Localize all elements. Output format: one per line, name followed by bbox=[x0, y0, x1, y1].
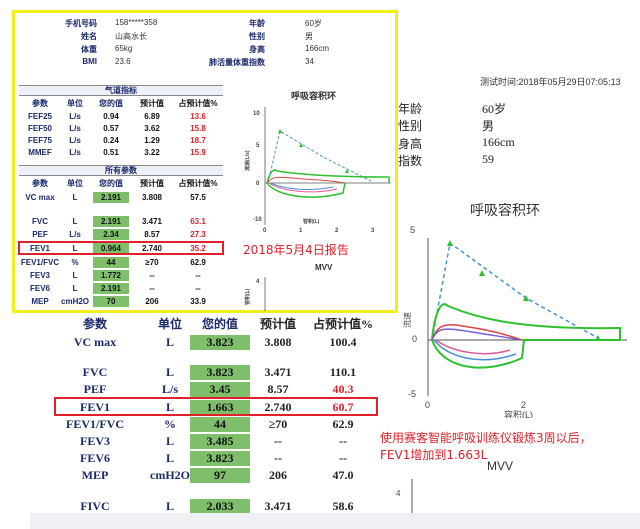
back-mvv-title: MVV bbox=[487, 459, 514, 473]
bottom-strip bbox=[30, 513, 640, 529]
front-ytick-5: 5 bbox=[256, 143, 260, 149]
back-chart-title: 呼吸容积环 bbox=[470, 202, 540, 218]
front-xlabel: 容积(L) bbox=[302, 218, 320, 225]
table-row: FEF50 L/s 0.57 3.62 15.8 bbox=[27, 124, 206, 133]
front-mvv-title: MVV bbox=[315, 263, 333, 272]
front-mvv-tick: 4 bbox=[256, 279, 260, 285]
back-measured-loop-3 bbox=[431, 328, 521, 341]
sex-label: 性别 bbox=[249, 32, 265, 41]
table-row: FEV1/FVC% 44 ≥70 62.9 bbox=[20, 257, 206, 268]
table-header: 参数 单位 您的值 预计值 占预计值% bbox=[82, 317, 373, 331]
back-inspiration-loop-2 bbox=[433, 339, 517, 361]
table-row: FEV6 L 3.823 -- -- bbox=[80, 451, 347, 466]
height-value: 166cm bbox=[305, 44, 330, 53]
back-flow-volume-chart: 0 -5 5 0 2 容积(L) 流速 bbox=[402, 225, 627, 418]
back-ytick-0: 0 bbox=[412, 334, 417, 344]
name-label: 姓名 bbox=[81, 32, 97, 41]
front-xtick-0: 0 bbox=[263, 228, 267, 234]
weight-label: 体重 bbox=[81, 45, 97, 54]
front-mvv-ylabel: 容积(L) bbox=[244, 288, 251, 306]
front-inspiration-loop-1 bbox=[266, 182, 346, 198]
table-row: MEP cmH2O 70 206 33.9 bbox=[31, 296, 206, 307]
back-pred-marker-2 bbox=[479, 270, 485, 276]
front-measured-loop-1 bbox=[266, 169, 390, 184]
back-xtick-2: 2 bbox=[521, 400, 526, 410]
bmi-value: 23.6 bbox=[115, 57, 131, 66]
fev1-highlight-box-later bbox=[54, 397, 378, 416]
front-inspiration-loop-3 bbox=[270, 182, 334, 191]
front-chart-title: 呼吸容积环 bbox=[291, 91, 337, 101]
table-header: 参数 单位 您的值 预计值 占预计值% bbox=[32, 99, 218, 108]
table-row: FEV6 L 2.191 -- -- bbox=[29, 283, 201, 294]
back-pred-marker-3 bbox=[523, 295, 529, 301]
table-row: FEF75 L/s 0.24 1.29 18.7 bbox=[27, 136, 206, 145]
age-label: 年龄 bbox=[249, 19, 265, 28]
table-header: 参数 单位 您的值 预计值 占预计值% bbox=[32, 179, 218, 188]
back-ytick-5: 5 bbox=[410, 225, 415, 235]
back-xtick-0: 0 bbox=[425, 400, 430, 410]
phone-label: 手机号码 bbox=[65, 19, 97, 28]
index-row: 指数 59 bbox=[398, 152, 494, 168]
later-caption: 使用赛客智能呼吸训练仪锻炼3周以后，FEV1增加到1.663L bbox=[380, 431, 592, 462]
table-row-fev1: FEV1 L 1.663 2.740 60.7 bbox=[80, 400, 354, 415]
front-inspiration-loop-2 bbox=[268, 182, 338, 193]
airflow-section-title: 气道指标 bbox=[19, 85, 223, 96]
back-measured-loop-1 bbox=[431, 303, 621, 341]
lung-index-label: 肺活量体重指数 bbox=[209, 58, 265, 67]
front-flow-volume-chart: 10 5 0 -10 0 1 2 3 容积(L) 流速(L/s) bbox=[244, 107, 391, 234]
back-inspiration-loop-3 bbox=[435, 339, 511, 355]
back-ytick-neg5: -5 bbox=[408, 389, 416, 399]
earlier-caption: 2018年5月4日报告 bbox=[243, 243, 349, 257]
table-row: PEF L/s 3.45 8.57 40.3 bbox=[83, 382, 354, 397]
front-pred-marker-2 bbox=[299, 143, 303, 147]
table-row: FEF25 L/s 0.94 6.89 13.6 bbox=[27, 112, 206, 121]
phone-value: 158*****358 bbox=[115, 18, 158, 27]
all-params-section-title: 所有参数 bbox=[19, 165, 223, 176]
earlier-report: 手机号码 158*****358 姓名 山高水长 体重 65kg BMI 23.… bbox=[12, 10, 398, 313]
table-row: FEV3 L 3.485 -- -- bbox=[80, 434, 347, 449]
front-measured-loop-2 bbox=[266, 176, 346, 184]
front-xtick-2: 2 bbox=[335, 228, 339, 234]
back-predicted-curve bbox=[431, 241, 599, 341]
back-measured-loop-2 bbox=[431, 324, 523, 341]
weight-value: 65kg bbox=[115, 44, 133, 53]
table-row: VC max L 3.823 3.808 100.4 bbox=[73, 335, 357, 350]
back-xlabel: 容积(L) bbox=[504, 409, 533, 418]
table-row: FEV1/FVC% 44 ≥70 62.9 bbox=[66, 417, 354, 432]
name-value: 山高水长 bbox=[115, 32, 147, 41]
table-row-fev1: FEV1 L 0.964 2.740 35.2 bbox=[29, 243, 206, 254]
age-row: 年龄 60岁 bbox=[398, 102, 507, 116]
front-pred-marker-peak bbox=[278, 129, 282, 133]
table-row: FVC L 2.191 3.471 63.1 bbox=[32, 216, 206, 227]
front-mvv-chart: 4 容积(L) bbox=[244, 277, 266, 311]
front-ytick-neg10: -10 bbox=[253, 217, 262, 223]
front-ytick-0: 0 bbox=[256, 181, 260, 187]
table-row: VC max L 2.191 3.808 57.5 bbox=[25, 192, 206, 203]
back-pred-marker-peak bbox=[447, 240, 453, 246]
bmi-label: BMI bbox=[82, 57, 97, 66]
front-ylabel: 流速(L/s) bbox=[244, 150, 251, 171]
front-ytick-10: 10 bbox=[253, 111, 260, 117]
table-row: FIVC L 2.033 3.471 58.6 bbox=[80, 499, 354, 514]
back-mvv-tick: 4 bbox=[396, 489, 401, 498]
lung-index-value: 34 bbox=[305, 57, 314, 66]
front-xtick-1: 1 bbox=[299, 228, 303, 234]
table-row: PEF L/s 2.34 8.57 27.3 bbox=[32, 229, 206, 240]
sex-row: 性别男 bbox=[398, 119, 495, 133]
height-label: 身高 bbox=[249, 45, 265, 54]
front-pred-marker-3 bbox=[345, 169, 349, 173]
table-row: MEP cmH2O 97 206 47.0 bbox=[81, 468, 354, 483]
height-row: 身高 166cm bbox=[398, 135, 515, 151]
sex-value: 男 bbox=[305, 32, 313, 41]
back-inspiration-loop-1 bbox=[431, 339, 525, 369]
test-time: 测试时间:2018年05月29日07:05:13 bbox=[480, 77, 621, 87]
table-row: FEV3 L 1.772 -- -- bbox=[29, 270, 201, 281]
table-row: FVC L 3.823 3.471 110.1 bbox=[82, 365, 357, 380]
age-value: 60岁 bbox=[305, 19, 322, 28]
table-row: MMEF L/s 0.51 3.22 15.9 bbox=[28, 148, 206, 157]
fev1-highlight-box-earlier bbox=[18, 241, 224, 255]
front-xtick-3: 3 bbox=[371, 228, 375, 234]
back-ylabel: 流速 bbox=[402, 312, 412, 328]
